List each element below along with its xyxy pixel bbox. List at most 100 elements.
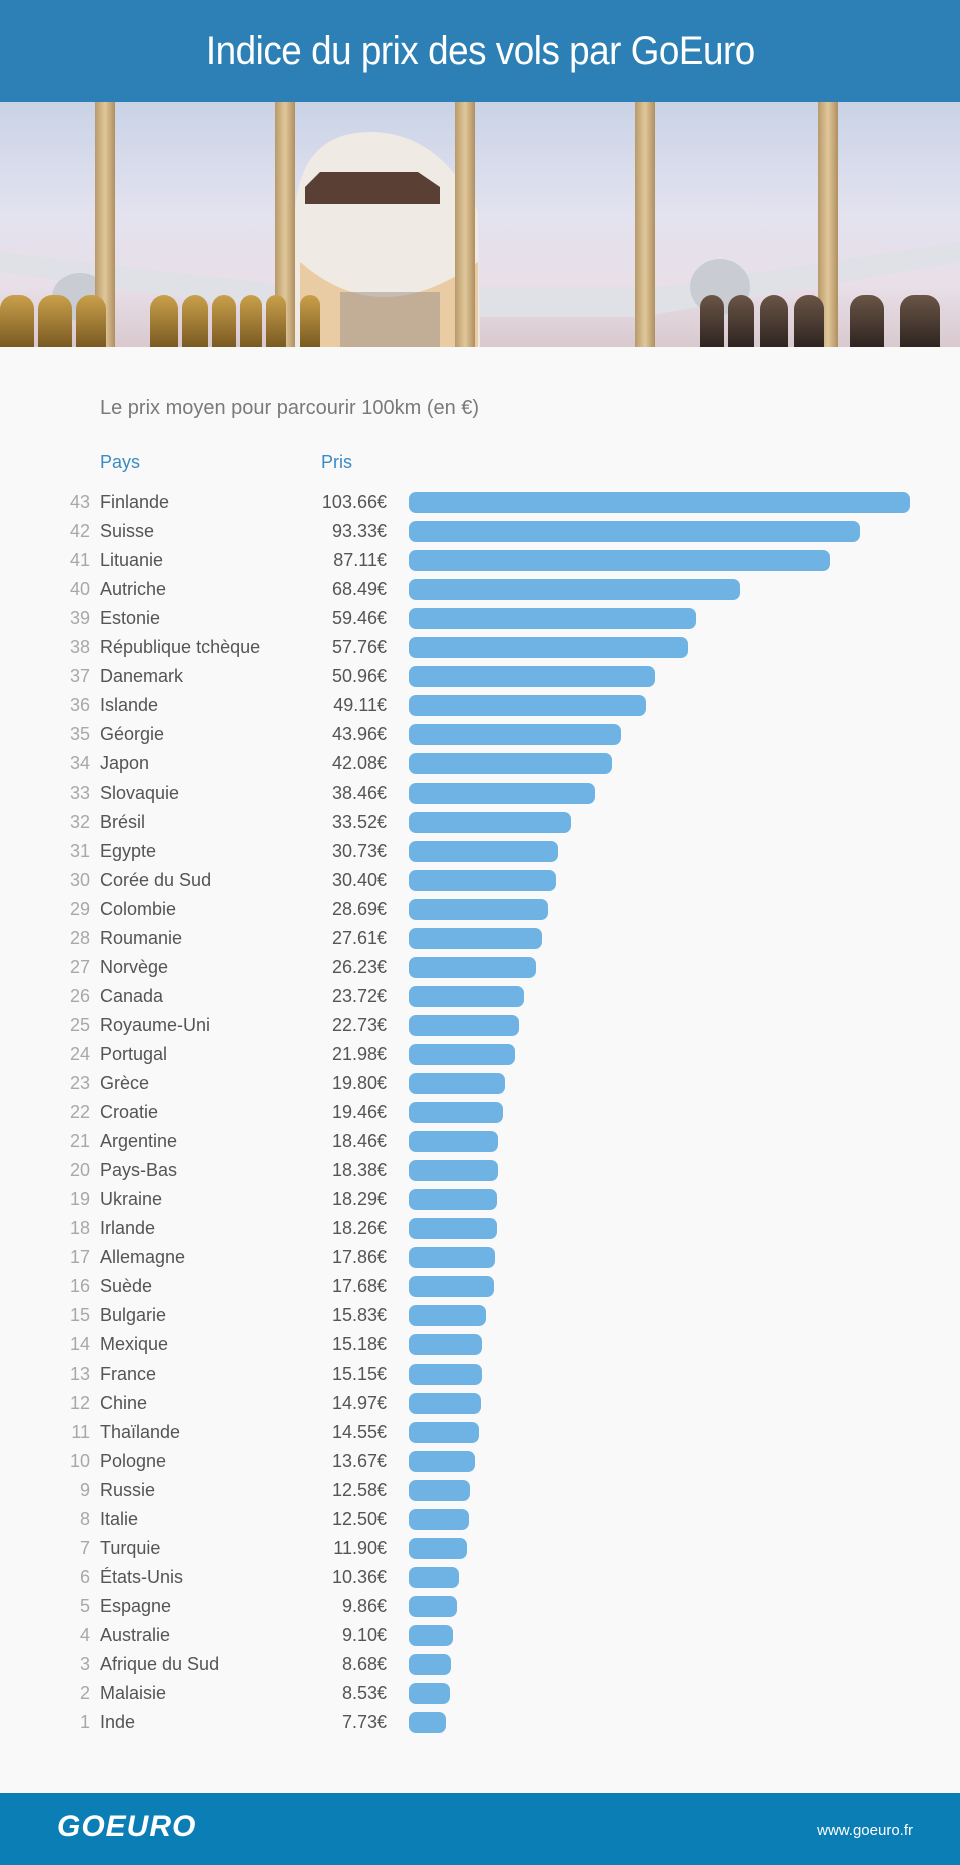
bar — [409, 1595, 457, 1617]
rank-label: 35 — [69, 724, 90, 745]
rank-label: 13 — [69, 1363, 90, 1384]
country-label: Argentine — [100, 1131, 178, 1152]
window-frame — [95, 102, 115, 347]
chart-row: 26 Canada 23.72€ — [0, 982, 960, 1011]
chart-row: 27 Norvège 26.23€ — [0, 953, 960, 982]
price-label: 42.08€ — [331, 753, 387, 774]
chart-row: 15 Bulgarie 15.83€ — [0, 1301, 960, 1330]
price-label: 87.11€ — [333, 550, 387, 571]
chart-row: 16 Suède 17.68€ — [0, 1272, 960, 1301]
window-frame — [635, 102, 655, 347]
price-label: 68.49€ — [331, 579, 387, 600]
price-label: 9.10€ — [341, 1624, 387, 1645]
rank-label: 6 — [79, 1566, 90, 1587]
chart-row: 17 Allemagne 17.86€ — [0, 1243, 960, 1272]
country-label: Thaïlande — [100, 1421, 181, 1442]
bar — [409, 1014, 519, 1036]
price-label: 18.29€ — [331, 1189, 387, 1210]
price-label: 30.40€ — [331, 869, 387, 890]
bar — [409, 753, 613, 775]
rank-label: 36 — [69, 695, 90, 716]
bar — [409, 1537, 467, 1559]
country-label: Japon — [100, 753, 150, 774]
chart-row: 7 Turquie 11.90€ — [0, 1534, 960, 1563]
price-label: 28.69€ — [331, 898, 387, 919]
rank-label: 9 — [79, 1479, 90, 1500]
chart-row: 2 Malaisie 8.53€ — [0, 1679, 960, 1708]
country-label: Croatie — [100, 1102, 159, 1123]
country-label: États-Unis — [100, 1566, 184, 1587]
rank-label: 37 — [69, 666, 90, 687]
price-label: 17.68€ — [331, 1276, 387, 1297]
country-label: Portugal — [100, 1043, 168, 1064]
bar — [409, 1305, 486, 1327]
seat — [38, 295, 72, 347]
country-label: Danemark — [100, 666, 184, 687]
goeuro-logo[interactable]: GOEURO — [57, 1810, 197, 1843]
price-label: 7.73€ — [341, 1712, 387, 1733]
website-link[interactable]: www.goeuro.fr — [817, 1822, 913, 1839]
bar — [409, 1160, 498, 1182]
rank-label: 27 — [69, 956, 90, 977]
price-label: 8.68€ — [341, 1654, 387, 1674]
rank-label: 16 — [69, 1276, 90, 1297]
bar — [409, 1450, 476, 1472]
seat — [900, 295, 940, 347]
chart-row: 29 Colombie 28.69€ — [0, 895, 960, 924]
rank-label: 8 — [79, 1508, 90, 1529]
price-label: 57.76€ — [331, 637, 387, 658]
country-label: Estonie — [100, 608, 161, 629]
bar — [409, 869, 556, 891]
seat — [0, 295, 34, 347]
bar — [409, 927, 543, 949]
country-label: Suède — [100, 1276, 153, 1297]
price-label: 30.73€ — [331, 840, 387, 861]
price-label: 11.90€ — [333, 1537, 387, 1558]
chart-row: 21 Argentine 18.46€ — [0, 1127, 960, 1156]
bar — [409, 1189, 498, 1211]
seat — [794, 295, 824, 347]
rank-label: 31 — [69, 840, 90, 861]
price-label: 50.96€ — [331, 666, 387, 687]
chart-row: 25 Royaume-Uni 22.73€ — [0, 1011, 960, 1040]
chart-row: 31 Egypte 30.73€ — [0, 837, 960, 866]
footer: GOEURO www.goeuro.fr — [0, 1793, 960, 1865]
seat — [728, 295, 754, 347]
seat — [266, 295, 286, 347]
rank-label: 41 — [69, 550, 90, 571]
country-label: Corée du Sud — [100, 869, 212, 890]
bar — [409, 898, 548, 920]
chart-title: Le prix moyen pour parcourir 100km (en €… — [100, 397, 480, 419]
bar — [409, 637, 689, 659]
country-label: Suisse — [100, 521, 155, 542]
chart-row: 41 Lituanie 87.11€ — [0, 546, 960, 575]
chart-row: 19 Ukraine 18.29€ — [0, 1185, 960, 1214]
price-label: 18.38€ — [331, 1160, 387, 1181]
bar — [409, 724, 622, 746]
chart-row: 8 Italie 12.50€ — [0, 1505, 960, 1534]
country-label: Royaume-Uni — [100, 1014, 211, 1035]
rank-label: 19 — [69, 1189, 90, 1210]
seat — [76, 295, 106, 347]
chart-row: 4 Australie 9.10€ — [0, 1621, 960, 1650]
country-label: Islande — [100, 695, 159, 716]
price-label: 18.26€ — [331, 1218, 387, 1239]
country-label: Malaisie — [100, 1683, 167, 1704]
rank-label: 30 — [69, 869, 90, 890]
chart-row: 9 Russie 12.58€ — [0, 1476, 960, 1505]
country-label: Egypte — [100, 840, 157, 861]
bar — [409, 811, 571, 833]
bar — [409, 1218, 498, 1240]
price-label: 17.86€ — [331, 1247, 387, 1268]
seat — [212, 295, 236, 347]
bar — [409, 1043, 516, 1065]
rank-label: 2 — [79, 1683, 90, 1704]
chart-row: 24 Portugal 21.98€ — [0, 1040, 960, 1069]
rank-label: 14 — [69, 1334, 90, 1355]
price-label: 14.55€ — [331, 1421, 387, 1442]
price-label: 59.46€ — [331, 608, 387, 629]
price-label: 22.73€ — [331, 1014, 387, 1035]
bar — [409, 550, 830, 572]
country-label: Allemagne — [100, 1247, 186, 1268]
page-title: Indice du prix des vols par GoEuro — [205, 28, 755, 73]
